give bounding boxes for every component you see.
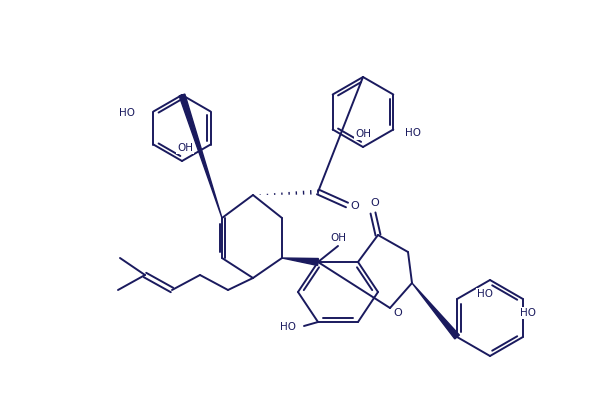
Polygon shape: [412, 283, 459, 339]
Text: O: O: [371, 198, 380, 208]
Text: O: O: [350, 201, 359, 211]
Text: OH: OH: [177, 143, 193, 153]
Polygon shape: [179, 94, 222, 218]
Text: HO: HO: [405, 127, 421, 138]
Polygon shape: [282, 258, 318, 265]
Text: HO: HO: [477, 289, 493, 299]
Text: OH: OH: [330, 233, 346, 243]
Text: HO: HO: [280, 322, 296, 332]
Text: OH: OH: [355, 129, 371, 139]
Text: HO: HO: [120, 109, 136, 118]
Text: HO: HO: [520, 308, 536, 318]
Text: O: O: [394, 308, 402, 318]
